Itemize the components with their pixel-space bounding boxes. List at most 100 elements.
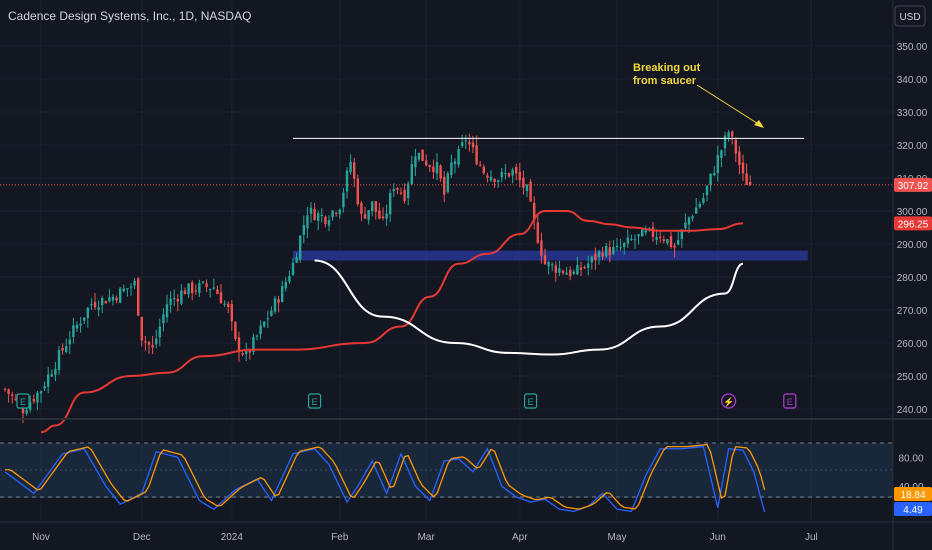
time-axis[interactable]: Nov Dec 2024 Feb Mar Apr May Jun Jul	[0, 521, 932, 543]
candle-body	[443, 176, 446, 195]
currency-button[interactable]: USD	[894, 5, 926, 27]
saucer-curve[interactable]	[314, 259, 744, 356]
candle-body	[439, 165, 442, 179]
candle-body	[673, 245, 676, 248]
candle-body	[245, 350, 248, 354]
candle-body	[432, 166, 435, 173]
candle-body	[468, 141, 471, 145]
candle-body	[349, 161, 352, 173]
candle-body	[641, 229, 644, 237]
candle-body	[101, 297, 104, 306]
candle-body	[356, 178, 359, 205]
annotation-arrowhead	[754, 120, 764, 128]
candle-body	[327, 220, 331, 226]
candle-body	[281, 286, 284, 302]
candle-body	[57, 350, 61, 370]
candle-body	[662, 239, 665, 241]
stochastic-d-line	[5, 443, 766, 510]
candle-body	[284, 281, 287, 289]
candle-body	[72, 325, 75, 338]
earnings-icon[interactable]: E	[783, 393, 797, 409]
candle-body	[371, 201, 374, 212]
earnings-icon[interactable]: E	[16, 393, 30, 409]
candle-body	[587, 263, 590, 268]
candle-body	[270, 310, 273, 316]
candle-body	[619, 247, 622, 249]
time-tick-label: Nov	[32, 532, 50, 543]
dividend-lightning-icon[interactable]: ⚡	[720, 393, 737, 409]
price-tick-label: 340.00	[897, 75, 928, 86]
candle-body	[176, 298, 179, 302]
candle-body	[507, 173, 511, 177]
event-label: E	[20, 397, 26, 407]
candles	[3, 130, 752, 423]
candle-body	[79, 323, 82, 326]
candle-body	[212, 287, 215, 289]
candle-body	[561, 270, 565, 274]
candle-body	[457, 148, 460, 165]
candle-body	[201, 281, 205, 283]
candle-body	[320, 215, 323, 217]
candle-body	[489, 176, 493, 181]
earnings-icon[interactable]: E	[523, 393, 538, 409]
candle-body	[590, 256, 593, 263]
candle-body	[115, 297, 118, 301]
candle-body	[644, 230, 647, 233]
candle-body	[165, 304, 169, 318]
support-zone[interactable]	[293, 250, 808, 261]
candle-body	[162, 314, 165, 324]
price-tick-label: 290.00	[897, 240, 928, 251]
candle-body	[569, 269, 572, 277]
candle-body	[147, 342, 151, 345]
candle-body	[151, 344, 154, 348]
candle-body	[680, 229, 683, 240]
candle-body	[630, 239, 633, 241]
candle-body	[295, 257, 298, 263]
candle-body	[205, 283, 208, 288]
ma-value: 296.25	[898, 219, 929, 230]
candle-body	[93, 302, 97, 308]
candle-body	[464, 140, 467, 142]
candle-body	[54, 368, 57, 375]
candle-body	[565, 272, 568, 275]
price-tick-label: 260.00	[897, 339, 928, 350]
candle-body	[3, 388, 7, 390]
candle-body	[29, 402, 32, 410]
candle-body	[155, 338, 158, 345]
candle-body	[367, 210, 370, 220]
candle-body	[687, 217, 691, 225]
candle-body	[450, 162, 453, 175]
moving-average-line[interactable]	[40, 210, 744, 434]
candle-body	[479, 164, 482, 166]
price-tick-label: 350.00	[897, 42, 928, 53]
candle-body	[410, 164, 413, 185]
candle-body	[288, 275, 291, 282]
candle-body	[518, 171, 521, 181]
candle-body	[389, 192, 392, 215]
candle-body	[749, 182, 752, 186]
event-label: ⚡	[723, 396, 734, 408]
candle-body	[558, 268, 561, 273]
candle-body	[399, 192, 403, 194]
candle-body	[723, 135, 727, 149]
candle-body	[90, 303, 93, 306]
candle-body	[529, 181, 532, 202]
candle-body	[126, 288, 129, 290]
candle-body	[230, 303, 233, 322]
candle-body	[572, 271, 575, 274]
candle-body	[21, 405, 25, 414]
candle-body	[540, 240, 543, 256]
candle-body	[187, 283, 190, 295]
candle-body	[482, 166, 485, 174]
candle-body	[705, 186, 709, 196]
candle-body	[392, 188, 395, 191]
price-tick-label: 250.00	[897, 372, 928, 383]
candle-body	[659, 236, 662, 238]
candle-body	[306, 215, 309, 229]
candle-body	[65, 346, 68, 353]
stoch-d-tag: 18.84	[894, 487, 932, 501]
candle-body	[547, 262, 550, 267]
earnings-icon[interactable]: E	[308, 393, 322, 409]
candle-body	[317, 213, 320, 221]
